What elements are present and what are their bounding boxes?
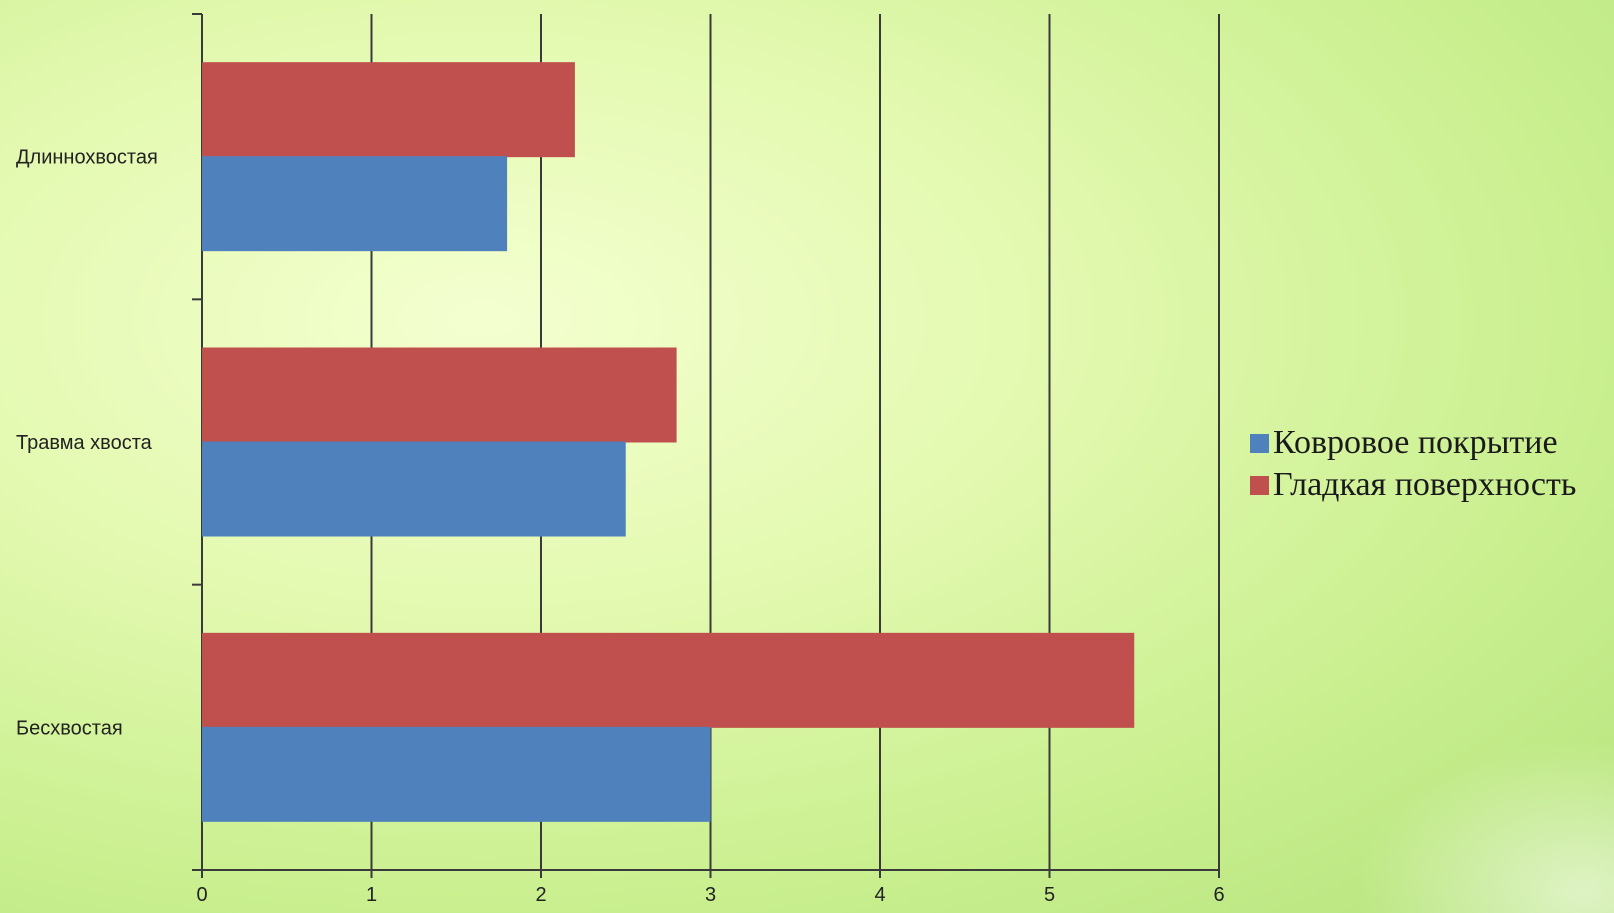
bar-smooth-1 <box>202 347 677 443</box>
legend-swatch-smooth <box>1250 475 1269 495</box>
bar-carpet-2 <box>202 726 711 822</box>
category-label-1: Травма хвоста <box>16 432 153 454</box>
bar-carpet-1 <box>202 441 626 537</box>
x-tick-label-3: 3 <box>705 884 716 906</box>
x-tick-label-1: 1 <box>366 884 377 906</box>
bar-smooth-0 <box>202 62 575 158</box>
legend-item-smooth: Гладкая поверхность <box>1250 464 1576 506</box>
legend-label-smooth: Гладкая поверхность <box>1273 466 1577 503</box>
bar-carpet-0 <box>202 156 508 252</box>
chart-legend: Ковровое покрытие Гладкая поверхность <box>1250 422 1576 506</box>
category-label-0: Длиннохвостая <box>16 147 158 169</box>
background-decoration <box>1314 713 1614 913</box>
legend-swatch-carpet <box>1250 433 1269 453</box>
legend-item-carpet: Ковровое покрытие <box>1250 422 1576 464</box>
legend-label-carpet: Ковровое покрытие <box>1273 424 1558 461</box>
x-tick-label-5: 5 <box>1044 884 1055 906</box>
bar-smooth-2 <box>202 632 1135 728</box>
x-tick-label-4: 4 <box>874 884 885 906</box>
x-tick-label-6: 6 <box>1213 884 1224 906</box>
x-tick-label-0: 0 <box>196 884 207 906</box>
category-label-2: Бесхвостая <box>16 717 123 739</box>
x-tick-label-2: 2 <box>535 884 546 906</box>
